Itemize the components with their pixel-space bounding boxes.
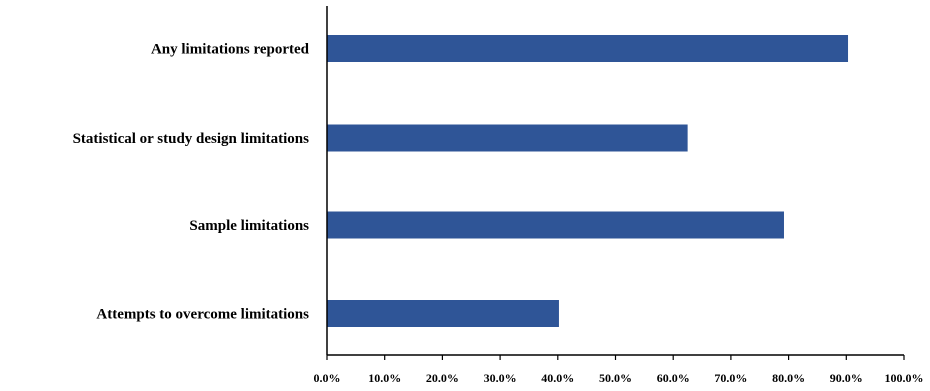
x-tick-label: 40.0%: [541, 371, 574, 385]
x-axis-ticks: [326, 355, 905, 360]
x-tick-label: 30.0%: [484, 371, 517, 385]
bar: [327, 35, 849, 62]
x-tick-label: 70.0%: [714, 371, 747, 385]
x-axis-tick-labels: 0.0% 10.0% 20.0% 30.0% 40.0% 50.0% 60.0% 70.0% 8…: [314, 371, 924, 385]
bar: [327, 124, 688, 152]
bar: [327, 211, 784, 239]
category-label: Attempts to overcome limitations: [96, 307, 309, 323]
bars-layer: [327, 35, 849, 327]
category-label: Any limitations reported: [151, 42, 310, 58]
x-tick-label: 50.0%: [599, 371, 632, 385]
category-label: Statistical or study design limitations: [73, 131, 310, 147]
x-tick-label: 90.0%: [830, 371, 863, 385]
category-labels: Any limitations reported Statistical or s…: [73, 42, 310, 323]
x-tick-label: 20.0%: [426, 371, 459, 385]
x-tick-label: 100.0%: [885, 371, 924, 385]
bar: [327, 300, 559, 327]
x-tick-label: 60.0%: [657, 371, 690, 385]
category-label: Sample limitations: [189, 218, 309, 234]
x-tick-label: 80.0%: [772, 371, 805, 385]
x-tick-label: 10.0%: [368, 371, 401, 385]
x-tick-label: 0.0%: [314, 371, 341, 385]
